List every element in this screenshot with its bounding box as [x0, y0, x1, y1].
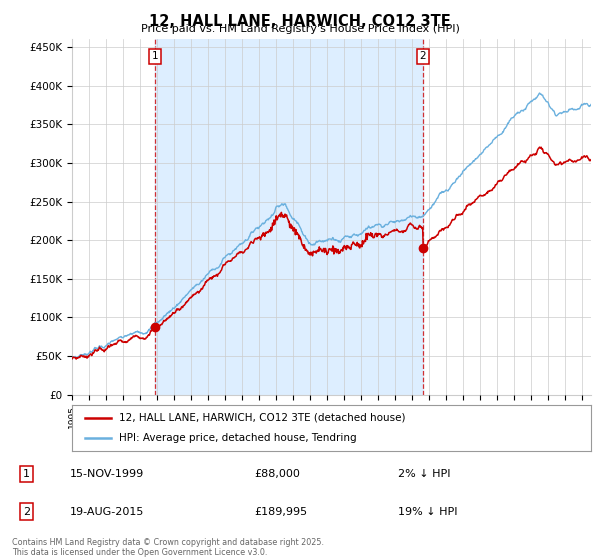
Text: 12, HALL LANE, HARWICH, CO12 3TE: 12, HALL LANE, HARWICH, CO12 3TE: [149, 14, 451, 29]
Text: £189,995: £189,995: [254, 507, 307, 517]
Text: 1: 1: [152, 51, 158, 61]
Text: Contains HM Land Registry data © Crown copyright and database right 2025.
This d: Contains HM Land Registry data © Crown c…: [12, 538, 324, 557]
Bar: [155, 39, 423, 395]
Text: 19-AUG-2015: 19-AUG-2015: [70, 507, 144, 517]
Text: 1: 1: [23, 469, 30, 479]
Text: £88,000: £88,000: [254, 469, 300, 479]
Text: 19% ↓ HPI: 19% ↓ HPI: [398, 507, 457, 517]
Text: 2% ↓ HPI: 2% ↓ HPI: [398, 469, 451, 479]
Text: 15-NOV-1999: 15-NOV-1999: [70, 469, 144, 479]
Text: 2: 2: [23, 507, 30, 517]
Text: 12, HALL LANE, HARWICH, CO12 3TE (detached house): 12, HALL LANE, HARWICH, CO12 3TE (detach…: [119, 413, 405, 423]
Text: HPI: Average price, detached house, Tendring: HPI: Average price, detached house, Tend…: [119, 433, 356, 443]
Text: Price paid vs. HM Land Registry's House Price Index (HPI): Price paid vs. HM Land Registry's House …: [140, 24, 460, 34]
Text: 2: 2: [420, 51, 427, 61]
